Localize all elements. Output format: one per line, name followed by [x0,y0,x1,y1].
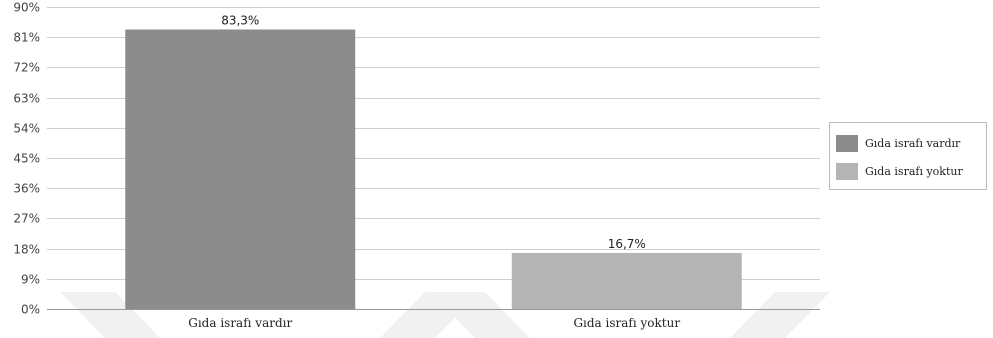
y-axis: 0% 9% 18% 27% 36% 45% 54% 63% 72% 81% 90% [13,1,40,317]
legend-item: Gıda israfı vardır [836,129,980,157]
y-tick-label: 63% [13,92,40,106]
watermark-stripe [730,292,830,338]
x-tick-label: Gıda israfı vardır [188,316,292,330]
bar [511,252,742,309]
y-tick-label: 72% [13,61,40,75]
x-tick-label: Gıda israfı yoktur [573,316,680,330]
y-tick-label: 54% [13,122,40,136]
legend-label: Gıda israfı vardır [865,136,961,150]
legend-item: Gıda israfı yoktur [836,157,980,185]
x-axis: Gıda israfı vardır Gıda israfı yoktur [188,316,680,330]
data-label: 16,7% [608,237,646,251]
y-tick-label: 27% [13,212,40,226]
y-tick-label: 18% [13,243,40,257]
y-tick-label: 45% [13,152,40,166]
legend: Gıda israfı vardır Gıda israfı yoktur [829,122,987,190]
watermark-stripe [60,292,160,338]
y-tick-label: 90% [13,1,40,15]
watermark-stripe [430,292,530,338]
y-tick-label: 0% [21,303,40,317]
bar [125,29,356,310]
bars [125,29,742,310]
legend-swatch [836,134,858,152]
watermark-stripes [60,292,830,338]
y-tick-label: 9% [21,273,40,287]
y-tick-label: 81% [13,31,40,45]
data-label: 83,3% [221,13,259,27]
legend-swatch [836,162,858,180]
data-labels: 83,3% 16,7% [221,13,646,250]
y-tick-label: 36% [13,182,40,196]
legend-label: Gıda israfı yoktur [865,164,963,178]
